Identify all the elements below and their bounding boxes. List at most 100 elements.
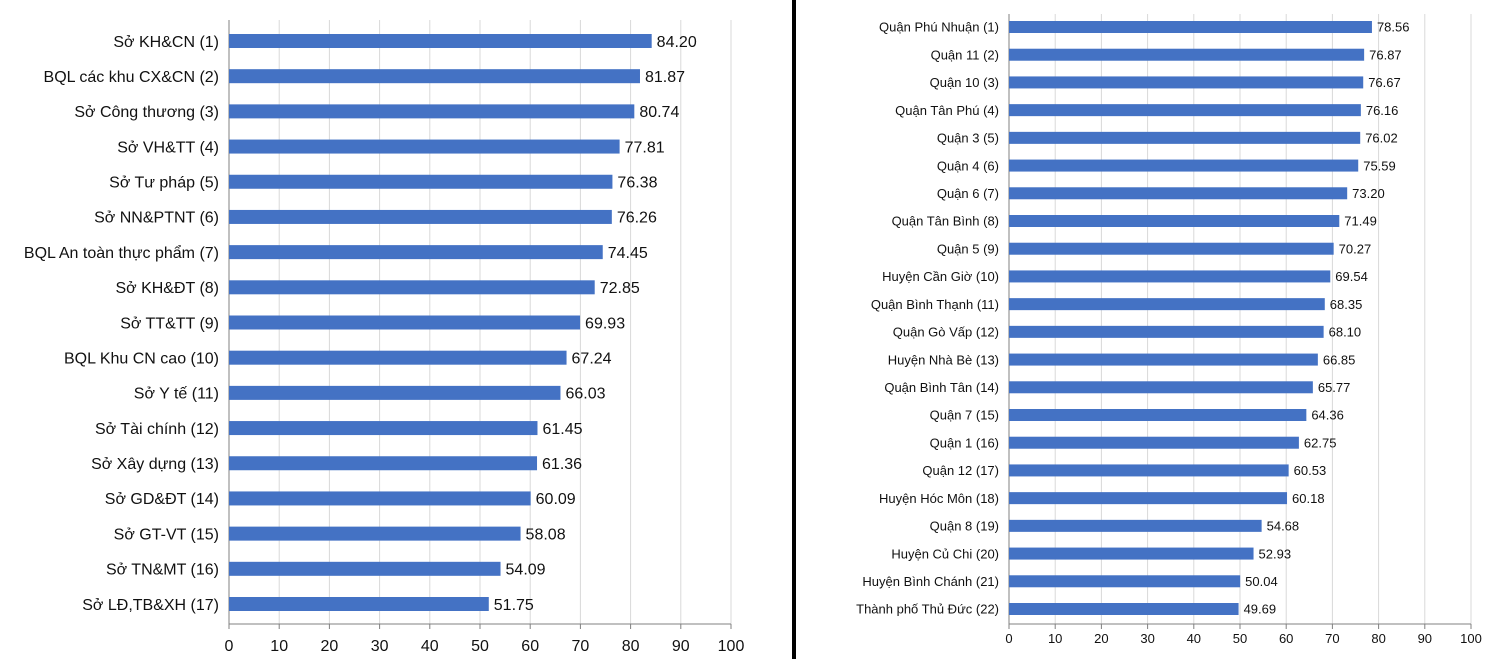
category-label: Sở NN&PTNT (6) bbox=[94, 210, 219, 227]
bar bbox=[1009, 409, 1307, 421]
category-label: Sở Tư pháp (5) bbox=[109, 175, 219, 192]
value-label: 64.36 bbox=[1311, 408, 1344, 423]
value-label: 84.20 bbox=[657, 34, 697, 51]
category-label: BQL các khu CX&CN (2) bbox=[44, 69, 219, 86]
bar bbox=[1009, 187, 1348, 200]
bar bbox=[1009, 131, 1361, 144]
category-label: Sở Y tế (11) bbox=[134, 386, 219, 403]
bar bbox=[1009, 492, 1288, 505]
x-tick-label: 40 bbox=[1187, 631, 1201, 646]
bar bbox=[229, 491, 531, 506]
x-tick-label: 100 bbox=[718, 638, 745, 655]
value-label: 76.38 bbox=[617, 175, 657, 192]
category-label: Huyện Hóc Môn (18) bbox=[879, 491, 999, 506]
bar bbox=[1009, 48, 1365, 61]
value-label: 66.03 bbox=[565, 386, 605, 403]
category-label: Sở Xây dựng (13) bbox=[91, 456, 219, 473]
value-label: 52.93 bbox=[1259, 546, 1292, 561]
x-tick-label: 0 bbox=[225, 638, 234, 655]
category-label: Quận Tân Phú (4) bbox=[895, 103, 999, 118]
category-label: Quận 5 (9) bbox=[937, 241, 999, 256]
value-label: 81.87 bbox=[645, 69, 685, 86]
bar bbox=[1009, 21, 1372, 33]
bar bbox=[229, 350, 567, 365]
category-label: Quận Bình Thạnh (11) bbox=[871, 297, 999, 312]
value-label: 49.69 bbox=[1244, 602, 1277, 617]
x-tick-label: 100 bbox=[1460, 631, 1482, 646]
category-label: Quận 10 (3) bbox=[930, 75, 999, 90]
category-label: Quận 12 (17) bbox=[922, 463, 999, 478]
bar bbox=[229, 421, 538, 436]
x-tick-label: 70 bbox=[572, 638, 590, 655]
bar bbox=[1009, 464, 1289, 477]
x-tick-label: 80 bbox=[1371, 631, 1385, 646]
x-tick-label: 90 bbox=[1418, 631, 1432, 646]
value-label: 72.85 bbox=[600, 280, 640, 297]
category-label: Sở LĐ,TB&XH (17) bbox=[82, 597, 219, 614]
bar bbox=[1009, 242, 1334, 255]
category-label: Sở GT-VT (15) bbox=[114, 526, 219, 543]
category-label: Quận 3 (5) bbox=[937, 131, 999, 146]
panel-divider bbox=[792, 0, 796, 659]
value-label: 58.08 bbox=[526, 526, 566, 543]
category-label: Quận 7 (15) bbox=[930, 408, 999, 423]
category-label: Sở Tài chính (12) bbox=[95, 421, 219, 438]
value-label: 60.09 bbox=[536, 491, 576, 508]
bar bbox=[1009, 381, 1313, 394]
x-tick-label: 90 bbox=[672, 638, 690, 655]
category-label: BQL An toàn thực phẩm (7) bbox=[24, 244, 219, 262]
x-tick-label: 80 bbox=[622, 638, 640, 655]
bar bbox=[229, 315, 581, 330]
x-tick-label: 70 bbox=[1325, 631, 1339, 646]
bar bbox=[1009, 159, 1359, 172]
category-label: Sở VH&TT (4) bbox=[117, 139, 219, 156]
bar bbox=[229, 456, 538, 471]
category-label: Quận Phú Nhuận (1) bbox=[879, 20, 999, 35]
bar bbox=[1009, 575, 1241, 588]
department-ranking-chart: 0 10 20 30 40 50 60 70 80 90 100 Sở KH&CN (1) 84.20 B… bbox=[24, 20, 745, 655]
bar bbox=[1009, 353, 1318, 366]
bar bbox=[229, 597, 489, 611]
value-label: 77.81 bbox=[625, 139, 665, 156]
category-label: Sở GD&ĐT (14) bbox=[105, 491, 219, 508]
bar bbox=[229, 280, 595, 295]
category-label: Sở KH&ĐT (8) bbox=[115, 280, 219, 297]
bar bbox=[1009, 547, 1254, 560]
value-label: 54.09 bbox=[506, 562, 546, 579]
value-label: 76.16 bbox=[1366, 103, 1399, 118]
x-tick-label: 40 bbox=[421, 638, 439, 655]
category-label: Huyện Củ Chi (20) bbox=[891, 546, 999, 561]
x-tick-label: 20 bbox=[321, 638, 339, 655]
value-label: 76.02 bbox=[1365, 131, 1398, 146]
x-tick-label: 30 bbox=[1140, 631, 1154, 646]
value-label: 65.77 bbox=[1318, 380, 1351, 395]
x-tick-label: 10 bbox=[1048, 631, 1062, 646]
value-label: 68.35 bbox=[1330, 297, 1363, 312]
bar bbox=[1009, 104, 1361, 117]
value-label: 54.68 bbox=[1267, 519, 1300, 534]
bar bbox=[229, 34, 652, 48]
category-label: Huyện Nhà Bè (13) bbox=[888, 352, 999, 367]
value-label: 80.74 bbox=[639, 104, 679, 121]
value-label: 69.93 bbox=[585, 315, 625, 332]
category-label: Sở TN&MT (16) bbox=[106, 562, 219, 579]
category-label: Huyện Bình Chánh (21) bbox=[862, 574, 999, 589]
bar bbox=[1009, 76, 1364, 89]
value-label: 68.10 bbox=[1329, 325, 1362, 340]
value-label: 50.04 bbox=[1245, 574, 1278, 589]
bar bbox=[1009, 215, 1340, 227]
x-tick-label: 30 bbox=[371, 638, 389, 655]
x-tick-label: 60 bbox=[1279, 631, 1293, 646]
x-tick-label: 60 bbox=[521, 638, 539, 655]
value-label: 73.20 bbox=[1352, 186, 1385, 201]
bar bbox=[229, 526, 521, 541]
bar bbox=[1009, 519, 1262, 532]
bar bbox=[229, 245, 603, 260]
bar bbox=[229, 174, 613, 189]
bar bbox=[229, 561, 501, 576]
bar bbox=[229, 69, 640, 84]
x-tick-label: 20 bbox=[1094, 631, 1108, 646]
bar bbox=[1009, 603, 1239, 615]
category-label: Sở Công thương (3) bbox=[74, 104, 219, 121]
